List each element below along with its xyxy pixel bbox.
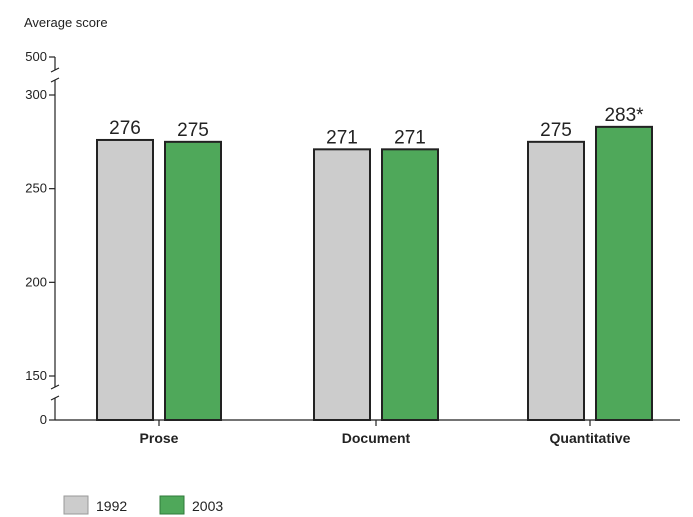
y-tick-label: 150 [25, 368, 47, 383]
axis-break-mark [50, 384, 60, 401]
bar-2003-document [381, 148, 439, 421]
data-label: 271 [394, 127, 426, 148]
legend-label-1992: 1992 [96, 498, 127, 514]
axis-break-mark [50, 67, 60, 83]
y-tick-label: 250 [25, 181, 47, 196]
category-label: Quantitative [550, 430, 631, 446]
category-label: Document [342, 430, 411, 446]
category-label: Prose [140, 430, 179, 446]
legend: 1992 2003 [63, 495, 223, 515]
y-tick-label: 300 [25, 87, 47, 102]
bars [96, 125, 653, 422]
data-labels: 276 275 271 271 275 283* [109, 105, 644, 148]
data-label: 271 [326, 127, 358, 148]
data-label: 276 [109, 118, 141, 139]
bar-1992-document [313, 148, 371, 421]
legend-swatch-1992 [63, 495, 89, 515]
data-label: 275 [177, 120, 209, 141]
bar-1992-prose [96, 138, 154, 422]
data-label: 275 [540, 120, 572, 141]
bar-2003-prose [164, 140, 222, 421]
data-label: 283* [604, 105, 644, 126]
bar-1992-quantitative [527, 140, 585, 421]
axes: 0 150 200 250 300 500 Prose Document Quantitativ… [25, 49, 680, 446]
y-tick-label: 0 [40, 412, 47, 427]
legend-swatch-2003 [159, 495, 185, 515]
bar-2003-quantitative [595, 125, 653, 421]
y-tick-label: 500 [25, 49, 47, 64]
y-tick-label: 200 [25, 274, 47, 289]
legend-label-2003: 2003 [192, 498, 223, 514]
y-axis-label: Average score [24, 15, 108, 30]
